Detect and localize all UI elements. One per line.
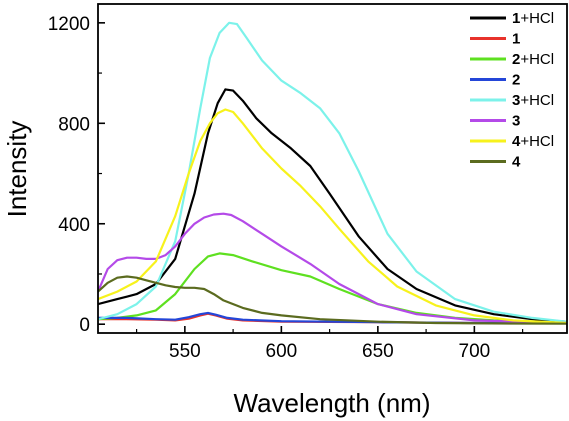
x-tick-label: 700 xyxy=(459,341,491,362)
legend-label: 4 xyxy=(512,154,521,171)
y-axis: 0 400 800 1200 xyxy=(48,14,105,336)
series-layer xyxy=(98,21,567,325)
series-line-7 xyxy=(98,108,567,325)
legend-label: 4+HCl xyxy=(512,133,554,150)
x-tick-label: 600 xyxy=(266,341,298,362)
y-tick-label: 800 xyxy=(58,114,90,135)
series-line-1 xyxy=(98,88,567,323)
legend-label: 1 xyxy=(512,31,520,48)
legend-label: 2 xyxy=(512,72,520,89)
legend-label: 3+HCl xyxy=(512,92,554,109)
x-axis: 550 600 650 700 xyxy=(136,326,524,362)
x-axis-title: Wavelength (nm) xyxy=(234,388,431,418)
series-line-6 xyxy=(98,212,567,325)
y-tick-label: 400 xyxy=(58,215,90,236)
legend-label: 1+HCl xyxy=(512,10,554,27)
legend-label: 2+HCl xyxy=(512,51,554,68)
y-tick-label: 1200 xyxy=(48,14,90,35)
x-tick-label: 650 xyxy=(362,341,394,362)
legend: 1+HCl 1 2+HCl 2 3+HCl 3 4+HCl 4 xyxy=(470,10,554,171)
y-tick-label: 0 xyxy=(79,315,90,336)
series-line-8 xyxy=(98,275,567,325)
x-tick-label: 550 xyxy=(169,341,201,362)
series-line-5 xyxy=(98,21,567,323)
plot-frame xyxy=(97,3,568,334)
legend-label: 3 xyxy=(512,113,520,130)
y-axis-title: Intensity xyxy=(2,121,32,218)
